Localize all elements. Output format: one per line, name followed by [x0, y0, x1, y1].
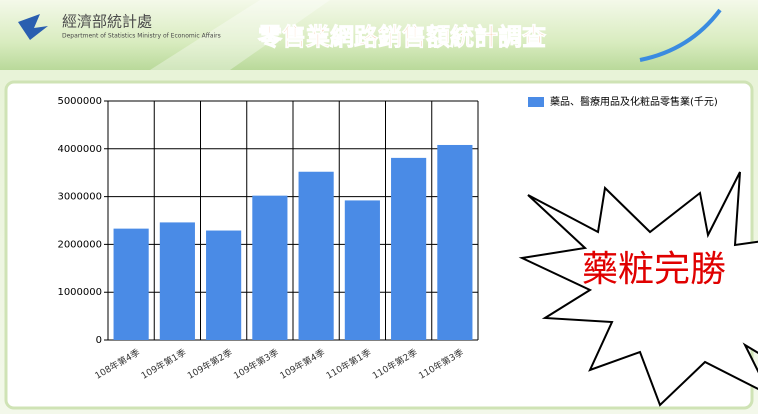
banner-title: 零售業網路銷售額統計調查	[257, 23, 546, 51]
bar	[206, 230, 242, 340]
logo	[18, 14, 48, 40]
bar	[298, 171, 334, 340]
bar	[344, 200, 380, 340]
header-decor	[150, 0, 330, 70]
bar	[252, 195, 288, 340]
header-bar	[0, 0, 758, 70]
header-arrow	[639, 8, 722, 62]
y-tick-label: 3000000	[57, 192, 102, 203]
bar	[159, 222, 195, 340]
y-tick-label: 0	[96, 335, 102, 346]
y-tick-label: 4000000	[57, 144, 102, 155]
y-tick-label: 5000000	[57, 96, 102, 107]
y-tick-label: 1000000	[57, 287, 102, 298]
org-name-en: Department of Statistics Ministry of Eco…	[62, 33, 221, 40]
legend-label: 藥品、醫療用品及化粧品零售業(千元)	[550, 95, 718, 108]
callout-text: 藥粧完勝	[582, 249, 726, 290]
bar	[391, 157, 427, 340]
bar	[437, 144, 473, 340]
y-tick-label: 2000000	[57, 239, 102, 250]
org-name: 經濟部統計處	[62, 13, 152, 31]
legend-swatch	[528, 97, 544, 107]
bar	[113, 228, 149, 340]
